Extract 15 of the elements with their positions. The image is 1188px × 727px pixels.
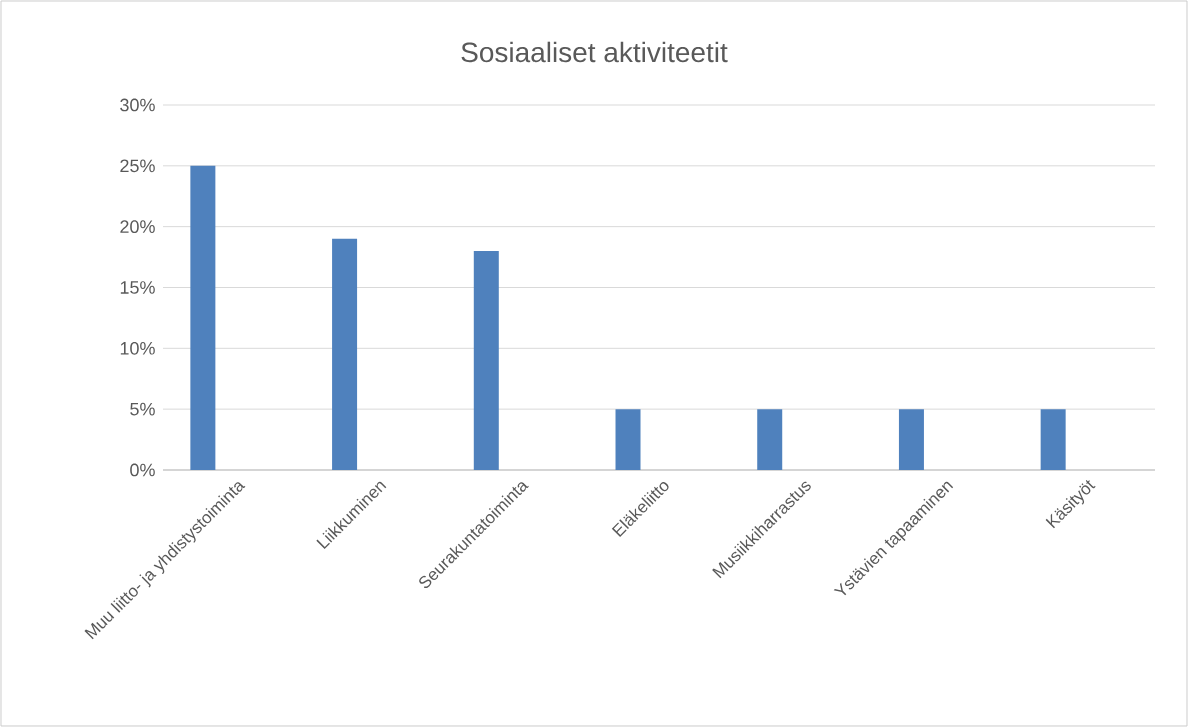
chart-title: Sosiaaliset aktiviteetit <box>461 41 728 63</box>
bar <box>1040 409 1066 470</box>
bar <box>332 238 358 470</box>
y-tick-label: 25% <box>120 159 155 173</box>
bar <box>473 250 499 470</box>
y-tick-label: 0% <box>130 463 155 477</box>
y-tick-label: 30% <box>120 98 155 112</box>
y-tick-label: 10% <box>120 341 155 355</box>
y-tick-label: 20% <box>120 220 155 234</box>
y-tick-label: 5% <box>130 402 155 416</box>
bar <box>190 165 216 470</box>
bar <box>615 409 641 470</box>
bar <box>898 409 924 470</box>
bar <box>757 409 783 470</box>
y-tick-label: 15% <box>120 281 155 294</box>
